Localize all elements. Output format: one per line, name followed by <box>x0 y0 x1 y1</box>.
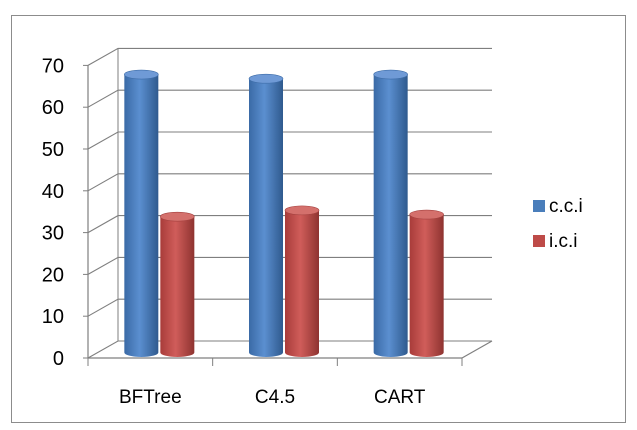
legend: c.c.i i.c.i <box>533 196 583 252</box>
y-tick-label: 50 <box>42 139 64 161</box>
bars <box>124 69 444 358</box>
y-tick-label: 30 <box>42 223 64 245</box>
x-tick-label: C4.5 <box>255 387 295 408</box>
bar-top <box>284 205 320 216</box>
y-tick-label: 20 <box>42 264 64 286</box>
axes <box>87 48 493 366</box>
legend-swatch <box>533 235 545 247</box>
y-tick-label: 0 <box>53 348 64 370</box>
y-tick-label: 70 <box>42 55 64 77</box>
legend-label: c.c.i <box>549 196 583 217</box>
bar <box>284 205 320 357</box>
bar-body <box>124 74 159 357</box>
bar <box>160 211 195 357</box>
bar <box>409 209 444 357</box>
y-tick-label: 60 <box>42 97 64 119</box>
bar-body <box>285 210 319 357</box>
floor-right-edge <box>461 340 493 359</box>
bar-top <box>409 209 444 220</box>
bar-body <box>249 78 283 358</box>
x-tick-label: BFTree <box>119 387 182 408</box>
y-tick-label: 40 <box>42 181 64 203</box>
bar-top <box>160 211 195 222</box>
bar-body <box>373 74 408 357</box>
bar-body <box>409 214 444 357</box>
bar-top <box>373 69 408 80</box>
x-axis-labels: BFTree C4.5 CART <box>119 387 426 408</box>
bar <box>248 73 284 358</box>
bar <box>124 69 159 357</box>
legend-swatch <box>533 200 545 212</box>
bar-top <box>124 69 159 80</box>
bar <box>373 69 408 357</box>
bar-top <box>248 73 284 84</box>
legend-label: i.c.i <box>549 231 578 252</box>
y-axis-ticks: 0 10 20 30 40 50 60 70 <box>42 55 88 370</box>
bar-body <box>160 216 195 357</box>
y-tick-label: 10 <box>42 306 64 328</box>
x-tick-label: CART <box>374 387 426 408</box>
